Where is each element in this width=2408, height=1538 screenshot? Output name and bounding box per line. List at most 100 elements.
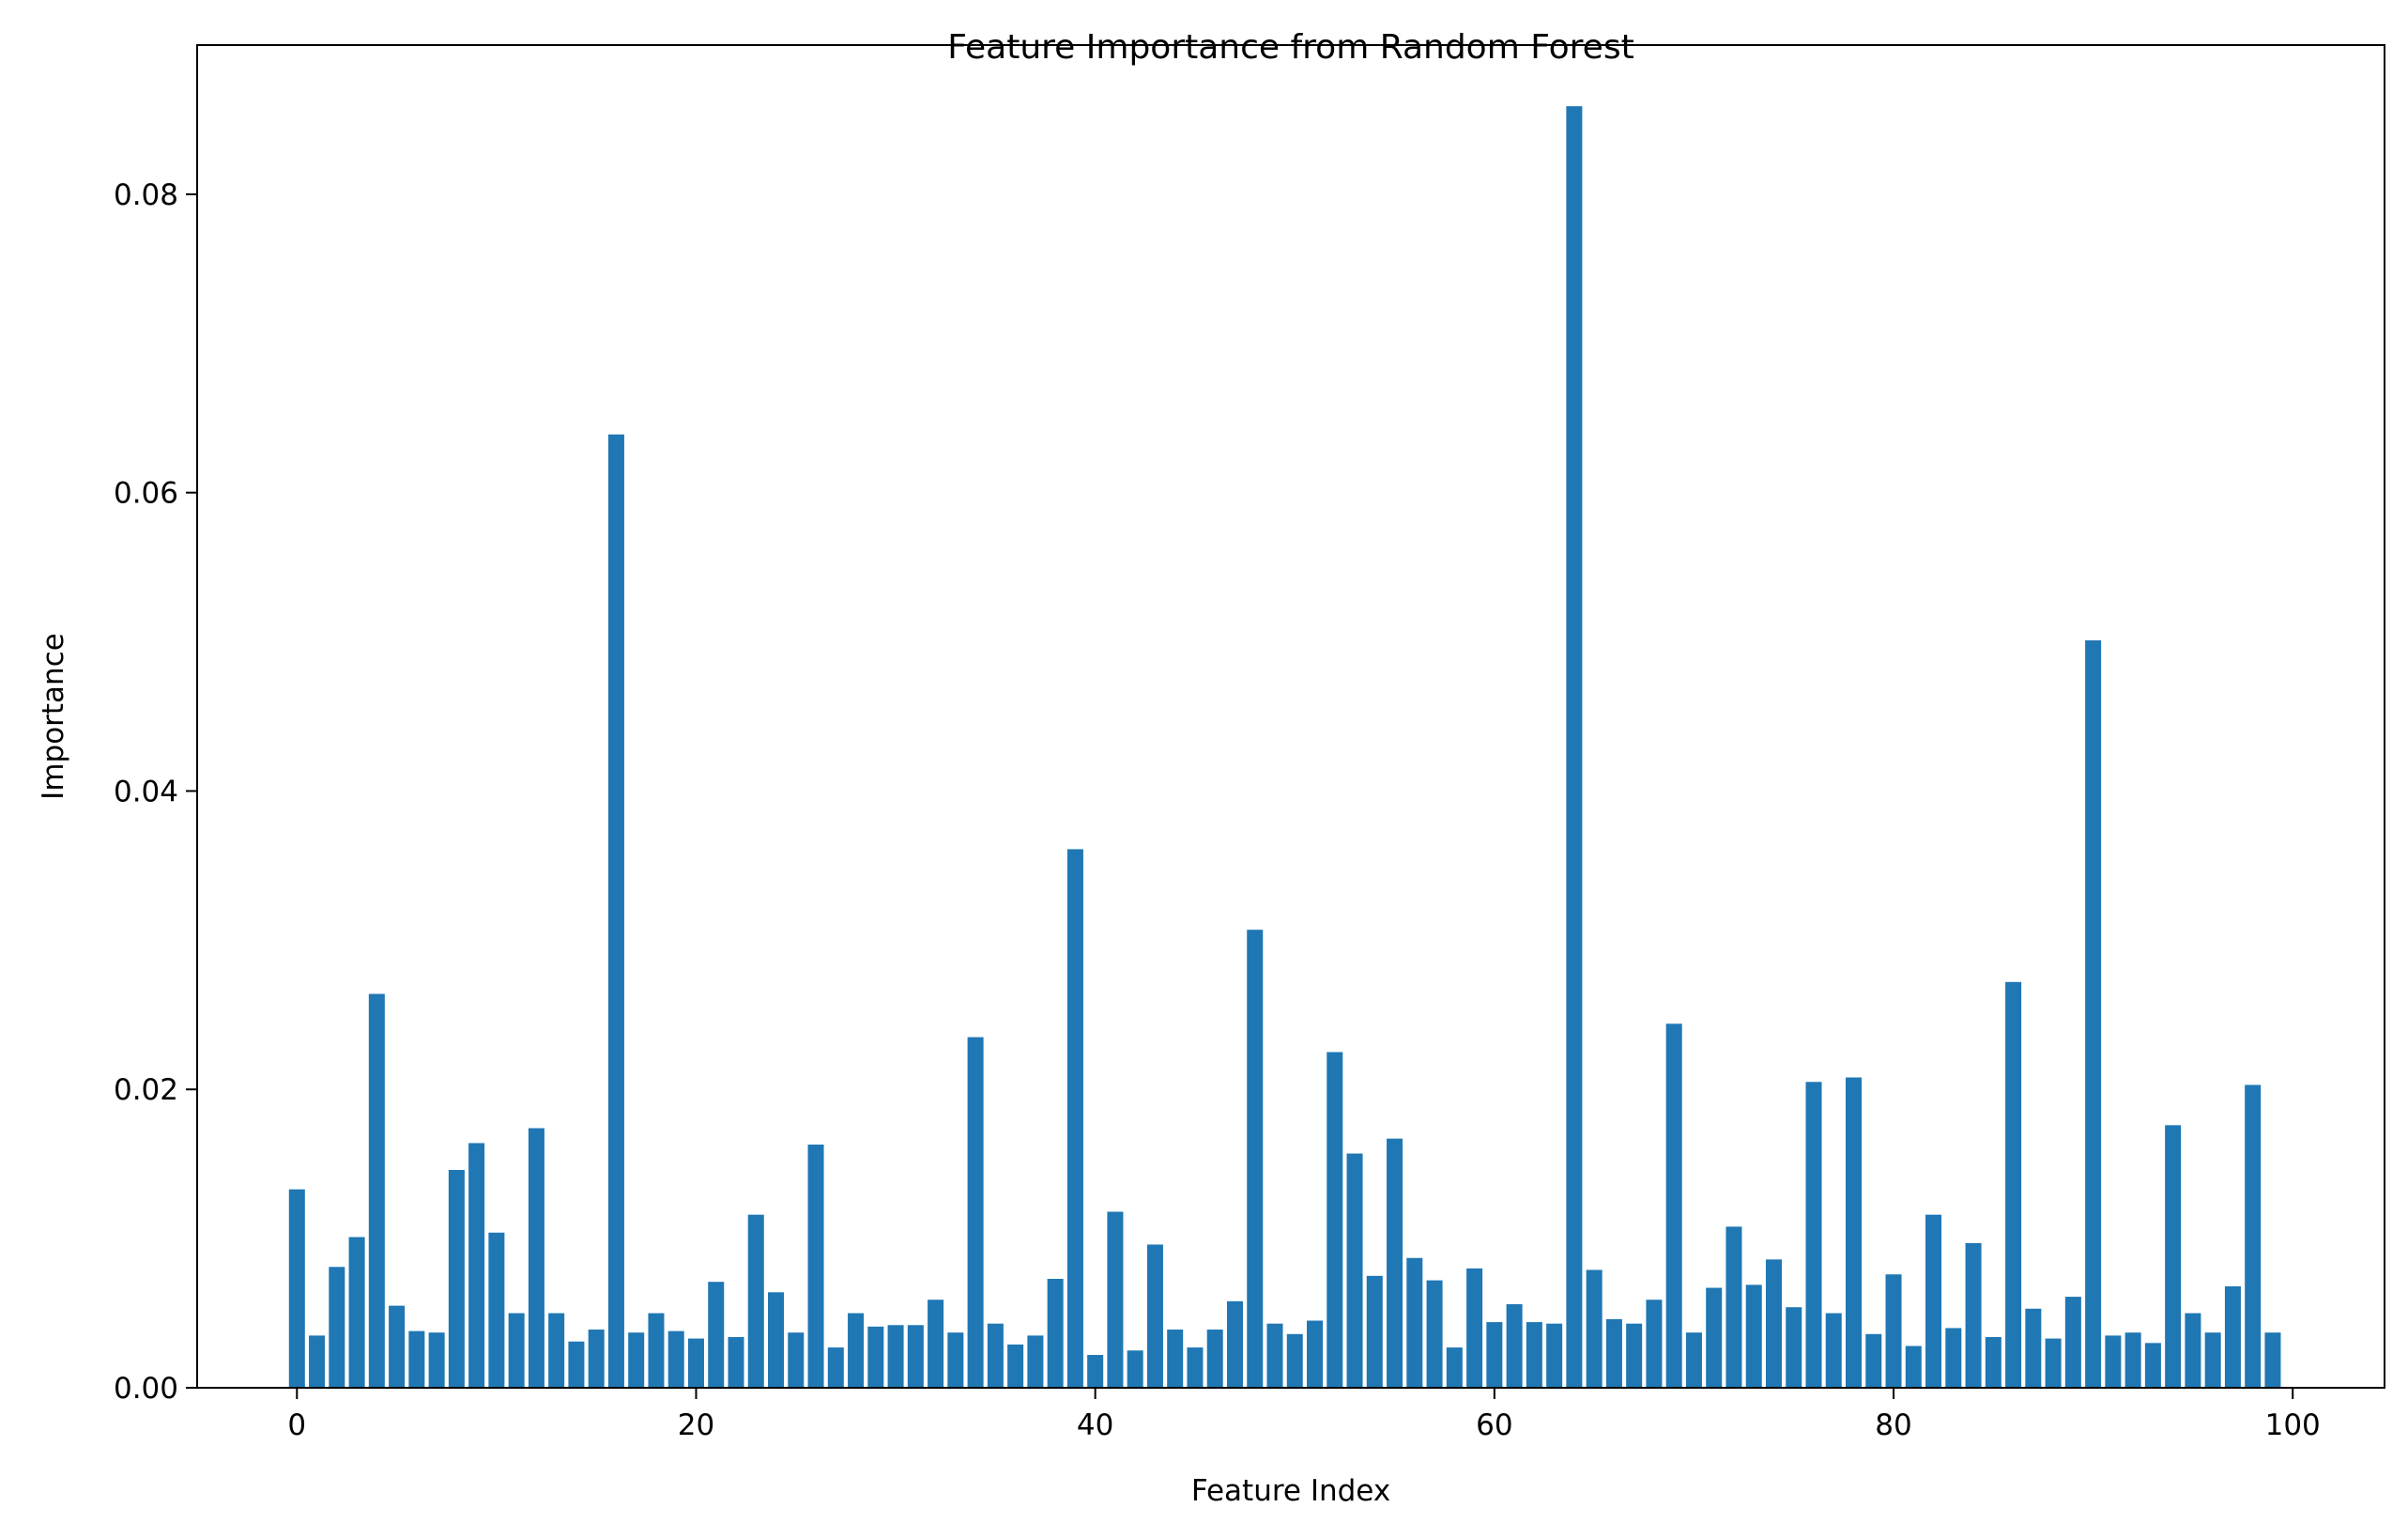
y-tick-label-0.06: 0.06 <box>114 477 178 511</box>
bar-23 <box>747 1214 764 1388</box>
bar-94 <box>2165 1125 2182 1388</box>
bar-13 <box>548 1313 565 1388</box>
bar-3 <box>348 1237 365 1388</box>
bar-17 <box>628 1332 645 1388</box>
y-tick-label-0.00: 0.00 <box>114 1372 178 1406</box>
bar-45 <box>1187 1347 1204 1388</box>
bar-22 <box>728 1336 744 1388</box>
bar-52 <box>1327 1052 1343 1388</box>
bar-59 <box>1466 1268 1483 1388</box>
bar-42 <box>1127 1350 1143 1388</box>
bar-41 <box>1107 1211 1124 1388</box>
bar-34 <box>967 1037 984 1388</box>
bar-7 <box>428 1332 445 1388</box>
bar-81 <box>1905 1346 1922 1388</box>
bar-15 <box>588 1330 605 1388</box>
bar-0 <box>288 1189 305 1388</box>
y-tick-label-0.02: 0.02 <box>114 1073 178 1107</box>
bar-1 <box>309 1335 326 1388</box>
bar-84 <box>1965 1242 1982 1388</box>
bar-30 <box>887 1325 904 1388</box>
y-tick-label-0.04: 0.04 <box>114 775 178 808</box>
bar-20 <box>687 1338 704 1388</box>
bar-61 <box>1506 1304 1523 1388</box>
bar-60 <box>1486 1322 1503 1388</box>
plot-frame <box>196 44 2385 1389</box>
bar-53 <box>1346 1153 1363 1388</box>
bar-11 <box>508 1313 525 1388</box>
bar-62 <box>1526 1322 1542 1388</box>
bar-27 <box>827 1347 844 1388</box>
x-tick-label-40: 40 <box>1077 1408 1113 1442</box>
bar-96 <box>2204 1332 2221 1388</box>
bar-37 <box>1027 1335 1044 1388</box>
y-axis-label: Importance <box>37 633 70 800</box>
bar-78 <box>1846 1077 1863 1388</box>
bar-29 <box>867 1326 884 1388</box>
bar-93 <box>2144 1343 2161 1388</box>
bar-39 <box>1066 849 1083 1388</box>
bar-91 <box>2105 1335 2122 1388</box>
bar-83 <box>1945 1328 1962 1388</box>
bar-18 <box>648 1313 665 1388</box>
bar-54 <box>1366 1275 1383 1388</box>
bar-43 <box>1146 1244 1163 1388</box>
bar-47 <box>1226 1300 1243 1388</box>
bar-73 <box>1745 1284 1762 1388</box>
bar-21 <box>708 1282 725 1388</box>
bar-99 <box>2264 1332 2281 1388</box>
y-axis-ticks: 0.00 0.02 0.04 0.06 0.08 <box>114 178 197 1406</box>
bar-24 <box>768 1292 785 1388</box>
bar-35 <box>987 1323 1004 1388</box>
bar-95 <box>2185 1313 2201 1388</box>
bar-36 <box>1007 1344 1024 1388</box>
bar-65 <box>1586 1269 1603 1388</box>
bar-58 <box>1446 1347 1463 1388</box>
bar-10 <box>488 1232 505 1388</box>
bar-25 <box>788 1332 805 1388</box>
bar-40 <box>1087 1355 1104 1388</box>
x-tick-label-80: 80 <box>1875 1408 1911 1442</box>
bar-14 <box>568 1341 585 1388</box>
bar-71 <box>1706 1287 1723 1388</box>
bar-9 <box>468 1143 485 1388</box>
bar-56 <box>1406 1257 1423 1388</box>
bar-97 <box>2224 1285 2241 1388</box>
bar-74 <box>1765 1259 1782 1388</box>
chart-title: Feature Importance from Random Forest <box>947 28 1633 67</box>
bar-31 <box>907 1325 924 1388</box>
bar-77 <box>1825 1313 1842 1388</box>
bar-82 <box>1925 1214 1942 1388</box>
bar-12 <box>528 1128 544 1388</box>
bar-46 <box>1206 1330 1223 1388</box>
bar-28 <box>848 1313 865 1388</box>
x-tick-label-0: 0 <box>287 1408 306 1442</box>
x-tick-label-60: 60 <box>1476 1408 1512 1442</box>
bar-87 <box>2025 1308 2042 1388</box>
x-tick-label-20: 20 <box>678 1408 714 1442</box>
bar-70 <box>1685 1332 1702 1388</box>
bar-67 <box>1626 1323 1643 1388</box>
bar-64 <box>1566 106 1583 1388</box>
bar-72 <box>1725 1226 1742 1388</box>
bar-75 <box>1786 1307 1802 1388</box>
bar-79 <box>1865 1333 1882 1388</box>
bar-66 <box>1605 1318 1622 1388</box>
x-axis-label: Feature Index <box>1191 1474 1390 1508</box>
bar-63 <box>1546 1323 1563 1388</box>
bar-69 <box>1665 1023 1682 1388</box>
bar-26 <box>807 1145 824 1388</box>
bar-8 <box>448 1170 465 1388</box>
bar-19 <box>667 1330 684 1388</box>
bar-51 <box>1307 1320 1324 1388</box>
bar-90 <box>2085 639 2102 1388</box>
bar-32 <box>928 1300 944 1388</box>
bar-57 <box>1426 1280 1443 1388</box>
bar-6 <box>408 1330 425 1388</box>
bar-89 <box>2064 1297 2081 1388</box>
y-tick-label-0.08: 0.08 <box>114 178 178 212</box>
bar-88 <box>2045 1338 2062 1388</box>
bar-44 <box>1167 1330 1184 1388</box>
x-tick-label-100: 100 <box>2265 1408 2321 1442</box>
